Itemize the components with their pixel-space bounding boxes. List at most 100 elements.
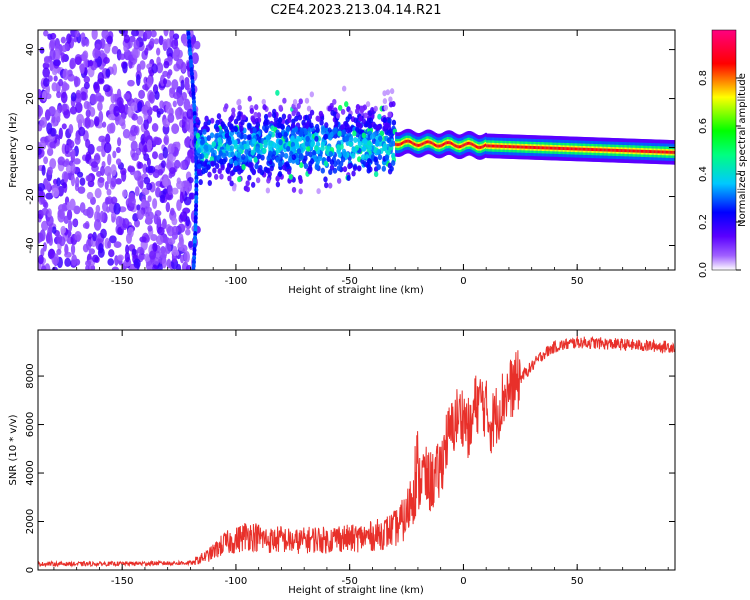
heatmap-cell (58, 208, 65, 220)
heatmap-cell (86, 191, 94, 200)
heatmap-cell (291, 186, 297, 193)
heatmap-cell (591, 148, 594, 152)
heatmap-cell (172, 245, 178, 257)
heatmap-cell (634, 149, 637, 153)
heatmap-cell (262, 147, 267, 154)
heatmap-cell (351, 152, 356, 159)
heatmap-cell (147, 225, 153, 232)
heatmap-cell (127, 106, 134, 118)
heatmap-cell (663, 150, 666, 154)
heatmap-cell (308, 151, 313, 158)
heatmap-cell (361, 118, 367, 125)
heatmap-cell (237, 176, 242, 183)
heatmap-cell (619, 149, 622, 152)
heatmap-cell (537, 146, 540, 150)
heatmap-cell (137, 101, 143, 113)
heatmap-cell (85, 260, 92, 267)
heatmap-cell (511, 145, 514, 149)
heatmap-cell (370, 106, 375, 113)
heatmap-cell (263, 113, 269, 120)
heatmap-cell (507, 145, 510, 149)
heatmap-cell (60, 225, 66, 234)
heatmap-cell (203, 144, 209, 151)
heatmap-cell (280, 151, 285, 158)
heatmap-cell (216, 113, 222, 120)
heatmap-cell (167, 143, 175, 155)
heatmap-cell (277, 132, 283, 139)
heatmap-cell (352, 130, 357, 137)
heatmap-cell (241, 154, 246, 161)
heatmap-cell (521, 145, 524, 149)
heatmap-cell (313, 154, 318, 161)
heatmap-cell (383, 104, 389, 111)
heatmap-cell (38, 105, 44, 117)
heatmap-cell (399, 142, 402, 146)
heatmap-cell (397, 143, 400, 147)
heatmap-cell (256, 112, 262, 119)
heatmap-cell (545, 146, 548, 150)
heatmap-cell (41, 164, 46, 176)
heatmap-cell (647, 150, 650, 153)
heatmap-cell (166, 71, 171, 79)
heatmap-cell (93, 83, 100, 94)
heatmap-cell (376, 124, 381, 131)
heatmap-cell (551, 146, 554, 150)
heatmap-cell (184, 156, 191, 167)
heatmap-cell (646, 149, 649, 153)
heatmap-cell (157, 226, 165, 236)
heatmap-cell (38, 254, 44, 265)
heatmap-cell (664, 150, 667, 154)
heatmap-cell (162, 218, 167, 230)
heatmap-cell (588, 147, 591, 151)
heatmap-cell (461, 144, 464, 148)
heatmap-cell (579, 147, 582, 151)
heatmap-cell (361, 132, 367, 139)
heatmap-cell (262, 104, 267, 111)
heatmap-cell (70, 162, 76, 174)
heatmap-cell (620, 149, 623, 153)
heatmap-cell (212, 167, 217, 174)
heatmap-cell (51, 266, 58, 270)
heatmap-cell (602, 148, 605, 152)
heatmap-cell (389, 88, 395, 95)
heatmap-cell (283, 152, 289, 159)
heatmap-cell (448, 141, 451, 145)
heatmap-cell (299, 162, 304, 169)
heatmap-cell (386, 129, 392, 136)
heatmap-cell (90, 161, 98, 169)
heatmap-cell (574, 147, 577, 151)
heatmap-cell (169, 87, 176, 94)
heatmap-cell (298, 177, 303, 184)
heatmap-cell (53, 59, 61, 67)
heatmap-cell (504, 145, 507, 148)
heatmap-cell (472, 143, 475, 147)
heatmap-cell (587, 147, 590, 151)
heatmap-cell (101, 30, 110, 39)
heatmap-cell (513, 145, 516, 149)
heatmap-cell (256, 153, 262, 160)
heatmap-cell (525, 145, 528, 149)
heatmap-cell (233, 160, 238, 167)
heatmap-cell (171, 123, 180, 135)
heatmap-cell (162, 177, 169, 187)
heatmap-cell (623, 149, 626, 153)
heatmap-cell (49, 248, 55, 259)
heatmap-cell (304, 140, 310, 147)
heatmap-cell (231, 185, 237, 192)
heatmap-cell (221, 158, 227, 165)
heatmap-cell (104, 180, 109, 190)
heatmap-cell (69, 59, 75, 70)
heatmap-cell (363, 112, 368, 119)
heatmap-cell (432, 142, 435, 146)
heatmap-cell (314, 145, 319, 152)
heatmap-cell (578, 147, 581, 151)
x-tick-label: -150 (111, 576, 134, 587)
heatmap-cell (532, 146, 535, 149)
heatmap-cell (41, 207, 49, 216)
heatmap-cell (68, 124, 74, 135)
heatmap-cell (503, 144, 506, 148)
heatmap-cell (305, 145, 311, 152)
heatmap-cell (247, 95, 252, 102)
heatmap-cell (568, 147, 571, 151)
heatmap-cell (154, 90, 160, 100)
